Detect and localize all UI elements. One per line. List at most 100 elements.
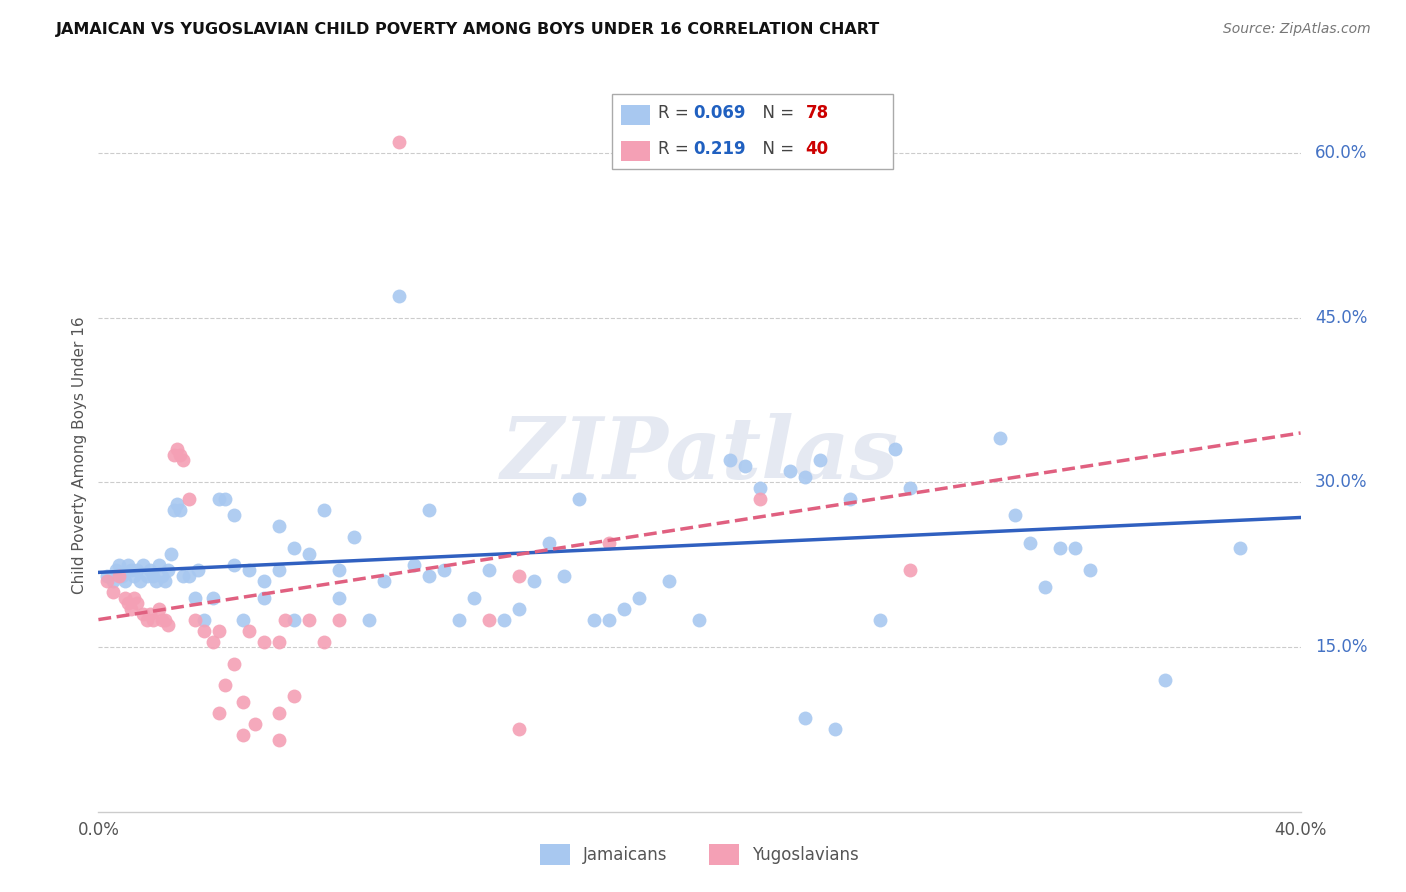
Point	[135, 568, 157, 582]
Point	[193, 613, 215, 627]
Point	[138, 607, 160, 621]
Point	[232, 613, 254, 627]
Point	[177, 491, 200, 506]
Text: R =: R =	[658, 104, 695, 122]
Point	[553, 568, 575, 582]
Point	[156, 563, 179, 577]
Point	[127, 563, 149, 577]
Point	[568, 491, 591, 506]
Point	[1033, 580, 1056, 594]
Point	[328, 563, 350, 577]
Text: 60.0%: 60.0%	[1315, 144, 1368, 162]
Point	[1078, 563, 1101, 577]
Point	[283, 690, 305, 704]
Point	[418, 568, 440, 582]
Point	[343, 530, 366, 544]
Point	[156, 618, 179, 632]
Point	[253, 574, 276, 589]
Y-axis label: Child Poverty Among Boys Under 16: Child Poverty Among Boys Under 16	[72, 316, 87, 594]
Point	[141, 613, 163, 627]
Point	[267, 634, 290, 648]
Point	[187, 563, 209, 577]
Point	[114, 591, 136, 605]
Point	[718, 453, 741, 467]
Point	[1229, 541, 1251, 556]
Point	[253, 634, 276, 648]
Point	[238, 624, 260, 638]
Point	[214, 678, 236, 692]
Point	[688, 613, 710, 627]
Point	[433, 563, 456, 577]
Point	[162, 448, 184, 462]
Point	[748, 491, 770, 506]
Point	[478, 563, 501, 577]
Point	[121, 563, 143, 577]
Text: 45.0%: 45.0%	[1315, 309, 1368, 326]
Point	[328, 591, 350, 605]
Point	[274, 613, 297, 627]
Point	[169, 503, 191, 517]
Point	[523, 574, 546, 589]
Point	[103, 574, 125, 589]
Point	[402, 558, 425, 572]
Point	[883, 442, 905, 457]
Point	[312, 634, 335, 648]
Point	[243, 717, 266, 731]
Point	[267, 733, 290, 747]
Text: 15.0%: 15.0%	[1315, 638, 1368, 656]
Point	[141, 568, 163, 582]
Point	[222, 558, 245, 572]
Point	[201, 591, 224, 605]
Point	[96, 574, 118, 589]
Point	[748, 481, 770, 495]
Point	[103, 585, 125, 599]
Point	[121, 601, 143, 615]
Point	[418, 503, 440, 517]
Point	[988, 432, 1011, 446]
Point	[357, 613, 380, 627]
Text: 78: 78	[806, 104, 828, 122]
Point	[145, 574, 167, 589]
Point	[117, 558, 139, 572]
Text: Source: ZipAtlas.com: Source: ZipAtlas.com	[1223, 22, 1371, 37]
Point	[117, 596, 139, 610]
Point	[208, 491, 231, 506]
Point	[169, 448, 191, 462]
Point	[869, 613, 891, 627]
Point	[598, 535, 620, 549]
Point	[508, 568, 530, 582]
Point	[447, 613, 470, 627]
Point	[267, 706, 290, 720]
Point	[172, 453, 194, 467]
Point	[388, 289, 411, 303]
Point	[138, 563, 160, 577]
Point	[162, 503, 184, 517]
Legend: Jamaicans, Yugoslavians: Jamaicans, Yugoslavians	[533, 838, 866, 871]
Point	[463, 591, 485, 605]
Point	[312, 503, 335, 517]
Point	[283, 613, 305, 627]
Point	[96, 568, 118, 582]
Point	[208, 624, 231, 638]
Text: N =: N =	[752, 104, 800, 122]
Point	[153, 613, 176, 627]
Point	[793, 470, 815, 484]
Point	[108, 558, 131, 572]
Point	[193, 624, 215, 638]
Point	[150, 568, 173, 582]
Point	[1019, 535, 1042, 549]
Point	[172, 568, 194, 582]
Text: JAMAICAN VS YUGOSLAVIAN CHILD POVERTY AMONG BOYS UNDER 16 CORRELATION CHART: JAMAICAN VS YUGOSLAVIAN CHILD POVERTY AM…	[56, 22, 880, 37]
Point	[238, 563, 260, 577]
Point	[267, 563, 290, 577]
Point	[779, 464, 801, 478]
Point	[734, 458, 756, 473]
Point	[658, 574, 681, 589]
Point	[105, 563, 128, 577]
Point	[824, 723, 846, 737]
Point	[267, 519, 290, 533]
Point	[166, 442, 188, 457]
Point	[129, 574, 152, 589]
Point	[132, 607, 155, 621]
Point	[283, 541, 305, 556]
